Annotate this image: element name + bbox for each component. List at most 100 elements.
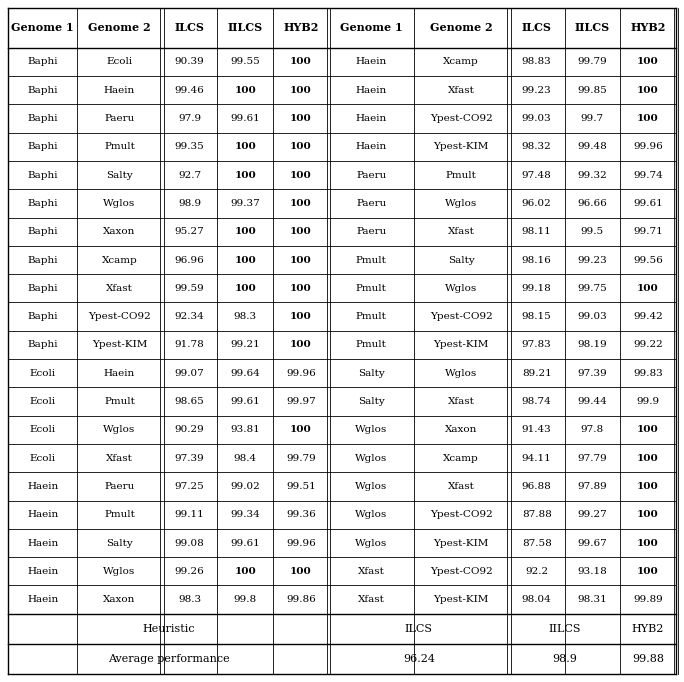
Text: Pmult: Pmult xyxy=(356,340,386,349)
Text: Xfast: Xfast xyxy=(358,567,384,576)
Text: Xcamp: Xcamp xyxy=(443,454,479,462)
Text: 100: 100 xyxy=(637,57,659,66)
Text: HYB2: HYB2 xyxy=(283,23,319,33)
Text: 100: 100 xyxy=(235,284,256,293)
Text: Genome 2: Genome 2 xyxy=(430,23,492,33)
Text: 99.96: 99.96 xyxy=(633,143,663,151)
Text: 97.48: 97.48 xyxy=(522,170,551,179)
Text: 98.65: 98.65 xyxy=(175,397,205,406)
Text: 99.5: 99.5 xyxy=(581,227,604,236)
Text: 92.7: 92.7 xyxy=(178,170,201,179)
Text: 100: 100 xyxy=(637,539,659,548)
Text: 97.39: 97.39 xyxy=(175,454,205,462)
Text: 97.9: 97.9 xyxy=(178,114,201,123)
Text: 92.2: 92.2 xyxy=(525,567,549,576)
Text: 99.85: 99.85 xyxy=(577,86,607,95)
Text: Xaxon: Xaxon xyxy=(103,595,135,604)
Text: Haein: Haein xyxy=(27,539,58,548)
Text: 99.83: 99.83 xyxy=(633,369,663,378)
Text: 100: 100 xyxy=(637,482,659,491)
Text: 99.21: 99.21 xyxy=(231,340,260,349)
Text: Xfast: Xfast xyxy=(448,397,475,406)
Text: 99.35: 99.35 xyxy=(175,143,205,151)
Text: 99.23: 99.23 xyxy=(522,86,551,95)
Text: 100: 100 xyxy=(637,114,659,123)
Text: Baphi: Baphi xyxy=(27,114,58,123)
Text: Heuristic: Heuristic xyxy=(142,624,195,634)
Text: 99.61: 99.61 xyxy=(231,114,260,123)
Text: 99.36: 99.36 xyxy=(286,510,316,519)
Text: 97.8: 97.8 xyxy=(581,426,604,434)
Text: 98.9: 98.9 xyxy=(178,199,201,208)
Text: 99.97: 99.97 xyxy=(286,397,316,406)
Text: HYB2: HYB2 xyxy=(632,624,664,634)
Text: 99.56: 99.56 xyxy=(633,256,663,265)
Text: 99.74: 99.74 xyxy=(633,170,663,179)
Text: 100: 100 xyxy=(290,170,312,179)
Text: Xfast: Xfast xyxy=(106,284,133,293)
Text: Salty: Salty xyxy=(106,170,133,179)
Text: Xcamp: Xcamp xyxy=(102,256,137,265)
Text: 99.34: 99.34 xyxy=(231,510,260,519)
Text: 96.88: 96.88 xyxy=(522,482,551,491)
Text: Baphi: Baphi xyxy=(27,340,58,349)
Text: Baphi: Baphi xyxy=(27,86,58,95)
Text: Xfast: Xfast xyxy=(358,595,384,604)
Text: Haein: Haein xyxy=(27,510,58,519)
Text: 99.08: 99.08 xyxy=(175,539,205,548)
Text: 98.3: 98.3 xyxy=(234,312,257,321)
Text: 97.25: 97.25 xyxy=(175,482,205,491)
Text: 100: 100 xyxy=(637,426,659,434)
Text: 100: 100 xyxy=(637,454,659,462)
Text: Xfast: Xfast xyxy=(448,482,475,491)
Text: Xaxon: Xaxon xyxy=(445,426,477,434)
Text: Baphi: Baphi xyxy=(27,227,58,236)
Text: 94.11: 94.11 xyxy=(522,454,551,462)
Text: 99.96: 99.96 xyxy=(286,369,316,378)
Text: Wglos: Wglos xyxy=(355,454,387,462)
Text: 99.79: 99.79 xyxy=(286,454,316,462)
Text: Ecoli: Ecoli xyxy=(29,454,55,462)
Text: 96.24: 96.24 xyxy=(403,654,435,664)
Text: Salty: Salty xyxy=(358,397,384,406)
Text: 99.44: 99.44 xyxy=(577,397,607,406)
Text: 91.78: 91.78 xyxy=(175,340,205,349)
Text: 99.64: 99.64 xyxy=(231,369,260,378)
Text: Ecoli: Ecoli xyxy=(29,369,55,378)
Text: Pmult: Pmult xyxy=(356,312,386,321)
Text: 91.43: 91.43 xyxy=(522,426,551,434)
Text: 99.88: 99.88 xyxy=(632,654,664,664)
Text: 100: 100 xyxy=(235,256,256,265)
Text: 99.42: 99.42 xyxy=(633,312,663,321)
Text: Paeru: Paeru xyxy=(105,482,135,491)
Text: IILCS: IILCS xyxy=(549,624,581,634)
Text: Average performance: Average performance xyxy=(107,654,229,664)
Text: Baphi: Baphi xyxy=(27,312,58,321)
Text: Baphi: Baphi xyxy=(27,199,58,208)
Text: Ypest-CO92: Ypest-CO92 xyxy=(88,312,151,321)
Text: 98.74: 98.74 xyxy=(522,397,551,406)
Text: 99.18: 99.18 xyxy=(522,284,551,293)
Text: 100: 100 xyxy=(290,86,312,95)
Text: 100: 100 xyxy=(290,114,312,123)
Text: IILCS: IILCS xyxy=(575,23,610,33)
Text: Ypest-CO92: Ypest-CO92 xyxy=(430,114,492,123)
Text: 98.9: 98.9 xyxy=(552,654,577,664)
Text: 98.4: 98.4 xyxy=(234,454,257,462)
Text: Baphi: Baphi xyxy=(27,284,58,293)
Text: 99.61: 99.61 xyxy=(231,539,260,548)
Text: 100: 100 xyxy=(235,567,256,576)
Text: ILCS: ILCS xyxy=(174,23,205,33)
Text: Ypest-KIM: Ypest-KIM xyxy=(434,340,489,349)
Text: 100: 100 xyxy=(235,170,256,179)
Text: Wglos: Wglos xyxy=(103,567,135,576)
Text: 97.89: 97.89 xyxy=(577,482,607,491)
Text: Wglos: Wglos xyxy=(103,199,135,208)
Text: 99.03: 99.03 xyxy=(577,312,607,321)
Text: 100: 100 xyxy=(290,340,312,349)
Text: 100: 100 xyxy=(290,567,312,576)
Text: 98.11: 98.11 xyxy=(522,227,551,236)
Text: 100: 100 xyxy=(637,86,659,95)
Text: 99.23: 99.23 xyxy=(577,256,607,265)
Text: 99.61: 99.61 xyxy=(633,199,663,208)
